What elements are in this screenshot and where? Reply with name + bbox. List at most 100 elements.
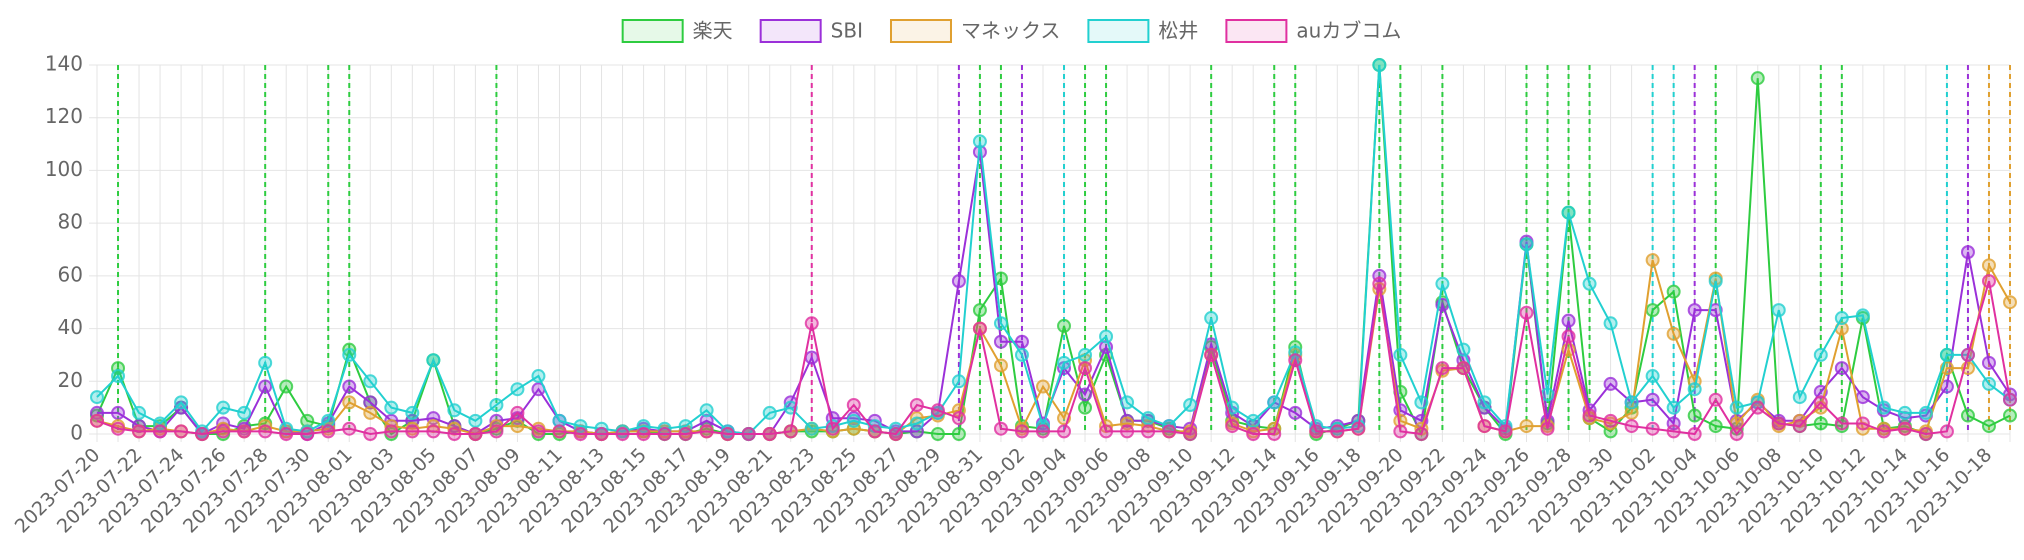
data-point xyxy=(132,405,147,420)
data-point xyxy=(972,134,987,149)
data-point xyxy=(342,347,357,362)
data-point xyxy=(342,379,357,394)
data-point xyxy=(1750,71,1765,86)
data-point xyxy=(1078,347,1093,362)
series-line xyxy=(96,280,2011,436)
y-tick-label: 20 xyxy=(58,368,83,392)
data-point xyxy=(2003,392,2017,407)
data-point xyxy=(510,382,525,397)
data-point xyxy=(1645,303,1660,318)
legend-label: 楽天 xyxy=(693,19,733,43)
data-point xyxy=(1981,419,1996,434)
data-point xyxy=(657,427,672,441)
data-point xyxy=(951,374,966,389)
y-tick-label: 40 xyxy=(58,315,83,339)
data-point xyxy=(636,427,651,441)
data-point xyxy=(1666,284,1681,299)
data-point xyxy=(1519,419,1534,434)
data-point xyxy=(1939,424,1954,439)
data-point xyxy=(804,421,819,436)
legend-swatch xyxy=(1225,19,1288,43)
data-point xyxy=(447,403,462,418)
data-point xyxy=(1729,427,1744,441)
data-point xyxy=(111,405,126,420)
data-point xyxy=(1855,390,1870,405)
data-point xyxy=(1813,395,1828,410)
data-point xyxy=(615,427,630,441)
data-point xyxy=(930,403,945,418)
data-point xyxy=(1582,276,1597,291)
data-point xyxy=(1309,424,1324,439)
data-point xyxy=(1099,329,1114,344)
data-point xyxy=(1960,245,1975,260)
data-point xyxy=(846,413,861,428)
data-point xyxy=(1267,395,1282,410)
data-point xyxy=(1603,316,1618,331)
data-point xyxy=(1540,387,1555,402)
data-point xyxy=(216,400,231,415)
data-point xyxy=(363,374,378,389)
data-point xyxy=(1246,427,1261,441)
data-point xyxy=(1078,361,1093,376)
legend-item: auカブコム xyxy=(1225,19,1401,43)
data-point xyxy=(510,419,525,434)
legend-swatch xyxy=(621,19,684,43)
data-point xyxy=(1204,347,1219,362)
data-point xyxy=(1225,419,1240,434)
data-point xyxy=(1120,424,1135,439)
data-point xyxy=(237,424,252,439)
data-point xyxy=(321,413,336,428)
data-point xyxy=(1183,398,1198,413)
data-point xyxy=(363,395,378,410)
data-point xyxy=(1939,347,1954,362)
data-point xyxy=(1645,369,1660,384)
data-point xyxy=(1519,237,1534,252)
data-point xyxy=(384,424,399,439)
data-point xyxy=(258,379,273,394)
data-point xyxy=(846,398,861,413)
data-point xyxy=(216,424,231,439)
data-point xyxy=(1813,347,1828,362)
data-point xyxy=(993,421,1008,436)
data-point xyxy=(510,405,525,420)
data-point xyxy=(1603,376,1618,391)
data-point xyxy=(1456,361,1471,376)
legend-label: 松井 xyxy=(1158,19,1198,43)
data-point xyxy=(552,424,567,439)
data-point xyxy=(972,303,987,318)
data-point xyxy=(1750,400,1765,415)
data-point xyxy=(1519,305,1534,320)
data-point xyxy=(426,424,441,439)
data-point xyxy=(678,427,693,441)
data-point xyxy=(1078,400,1093,415)
data-point xyxy=(699,424,714,439)
data-point xyxy=(762,405,777,420)
legend-swatch xyxy=(759,19,822,43)
data-point xyxy=(1876,424,1891,439)
data-point xyxy=(300,413,315,428)
legend-swatch xyxy=(1087,19,1150,43)
legend: 楽天 SBI マネックス 松井 auカブコム xyxy=(621,19,1401,43)
data-point xyxy=(1141,411,1156,426)
data-point xyxy=(468,413,483,428)
data-point xyxy=(699,413,714,428)
data-point xyxy=(1666,400,1681,415)
data-point xyxy=(909,416,924,431)
data-point xyxy=(1645,392,1660,407)
data-point xyxy=(1918,405,1933,420)
legend-label: SBI xyxy=(831,19,863,43)
data-point xyxy=(1351,421,1366,436)
data-point xyxy=(1981,274,1996,289)
data-point xyxy=(1834,361,1849,376)
data-point xyxy=(1687,303,1702,318)
data-point xyxy=(825,421,840,436)
data-point xyxy=(363,427,378,441)
data-point xyxy=(1624,419,1639,434)
y-tick-label: 140 xyxy=(45,52,83,76)
data-point xyxy=(1204,311,1219,326)
data-point xyxy=(279,427,294,441)
data-point xyxy=(951,274,966,289)
data-point xyxy=(1162,424,1177,439)
data-point xyxy=(1246,413,1261,428)
